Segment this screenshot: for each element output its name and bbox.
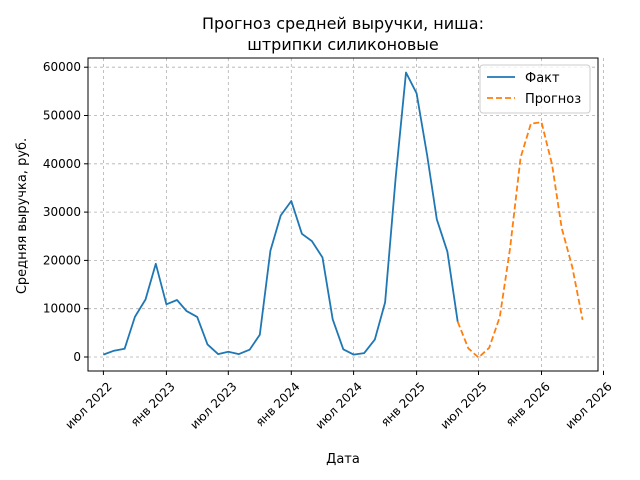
x-axis-label: Дата bbox=[326, 452, 360, 467]
grid-lines bbox=[88, 58, 604, 371]
y-tick-label: 60000 bbox=[43, 60, 81, 74]
x-tick-label: янв 2026 bbox=[503, 379, 553, 429]
series-line-0 bbox=[103, 71, 459, 356]
x-tick-label: июл 2024 bbox=[313, 379, 365, 431]
x-tick-label: июл 2022 bbox=[62, 379, 114, 431]
y-ticks: 0 10000 20000 30000 40000 50000 60000 bbox=[43, 60, 88, 364]
series-lines bbox=[103, 71, 584, 359]
x-tick-label: янв 2025 bbox=[378, 379, 428, 429]
y-tick-label: 20000 bbox=[43, 253, 81, 267]
y-tick-label: 30000 bbox=[43, 205, 81, 219]
legend-label-forecast: Прогноз bbox=[525, 92, 581, 107]
y-tick-label: 10000 bbox=[43, 302, 81, 316]
x-tick-label: июл 2023 bbox=[187, 379, 239, 431]
chart-title-line-2: штрипки силиконовые bbox=[247, 35, 439, 54]
x-tick-label: янв 2024 bbox=[253, 379, 303, 429]
y-axis-label: Средняя выручка, руб. bbox=[15, 138, 30, 294]
x-ticks: июл 2022 янв 2023 июл 2023 янв 2024 июл 2024… bbox=[62, 371, 615, 432]
legend-label-fact: Факт bbox=[525, 71, 560, 86]
y-tick-label: 50000 bbox=[43, 109, 81, 123]
x-tick-label: июл 2026 bbox=[563, 379, 615, 431]
plot-frame bbox=[87, 57, 599, 372]
y-tick-label: 0 bbox=[73, 350, 81, 364]
x-tick-label: янв 2023 bbox=[128, 379, 178, 429]
chart-title-line-1: Прогноз средней выручки, ниша: bbox=[202, 14, 484, 33]
y-tick-label: 40000 bbox=[43, 157, 81, 171]
series-line-1 bbox=[456, 121, 584, 359]
x-tick-label: июл 2025 bbox=[438, 379, 490, 431]
legend: Факт Прогноз bbox=[479, 64, 591, 114]
